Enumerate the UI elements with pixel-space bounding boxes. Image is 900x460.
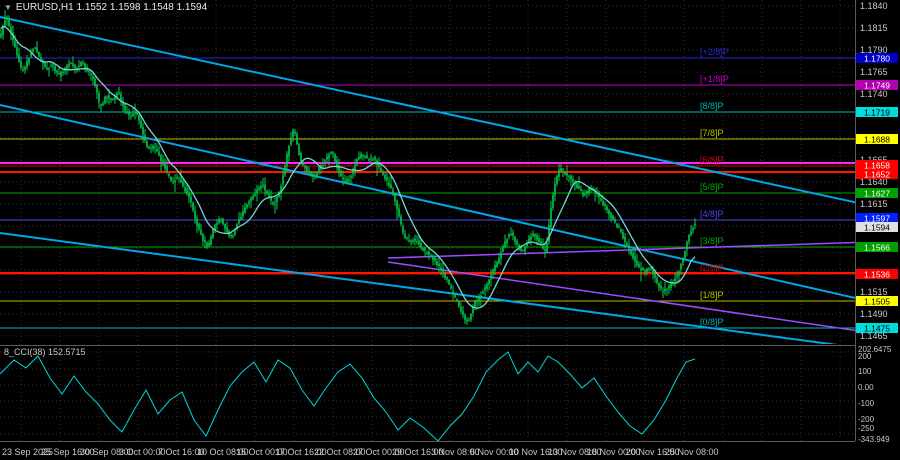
trend-line[interactable] [387, 261, 900, 337]
price-axis-label: 1.1640 [860, 177, 888, 187]
time-axis-label: 20 Nov 16:00 [626, 447, 680, 457]
cci-axis-label: 100 [858, 367, 872, 376]
price-level-badge-text: 1.1505 [864, 297, 890, 307]
time-axis-label: 13 Nov 08:00 [548, 447, 602, 457]
price-axis[interactable]: 1.18401.18151.17901.17651.17401.16651.16… [855, 0, 900, 460]
price-axis-label: 1.1815 [860, 23, 888, 33]
time-axis-label: 29 Oct 16:00 [392, 447, 444, 457]
cci-axis-label: -343.949 [858, 435, 890, 444]
murrey-level-label: [7/8]P [700, 128, 724, 138]
indicator-label-text: 8_CCI(38) 152.5715 [4, 347, 86, 357]
time-axis-label: 3 Nov 08:00 [431, 447, 480, 457]
price-level-badge-text: 1.1780 [864, 54, 890, 64]
time-axis-label: 10 Nov 16:00 [509, 447, 563, 457]
murrey-level-label: [+1/8]P [700, 74, 729, 84]
price-level-badge [856, 134, 898, 144]
price-axis-label: 1.1615 [860, 199, 888, 209]
trend-line[interactable] [0, 104, 900, 308]
time-axis-label: 18 Nov 00:00 [587, 447, 641, 457]
price-level-badge-text: 1.1719 [864, 108, 890, 118]
time-axis-label: 7 Oct 16:00 [158, 447, 205, 457]
murrey-level-label: [2/8]P [700, 263, 724, 273]
murrey-labels-layer: [+2/8]P [+1/8]P [8/8]P [7/8]P [6/8]P [5/8]P [4… [700, 47, 729, 327]
time-axis-label: 10 Oct 08:00 [197, 447, 249, 457]
price-level-badge [856, 107, 898, 117]
murrey-lines-layer [0, 57, 855, 329]
moving-average-line [0, 25, 696, 309]
price-level-badge [856, 169, 898, 179]
price-level-badge [856, 269, 898, 279]
price-level-badge [856, 213, 898, 223]
price-axis-label: 1.1790 [860, 45, 888, 55]
price-level-badge-text: 1.1475 [864, 324, 890, 334]
chart-title-text: EURUSD,H1 1.1552 1.1598 1.1548 1.1594 [15, 2, 208, 13]
price-level-badge-text: 1.1658 [864, 161, 890, 171]
murrey-level-label: [6/8]P [700, 155, 724, 165]
price-axis-label: 1.1840 [860, 1, 888, 11]
trend-line[interactable] [0, 16, 900, 212]
time-axis-label: 22 Oct 08:00 [314, 447, 366, 457]
price-level-badge-text: 1.1594 [864, 223, 890, 233]
murrey-level-label: [+2/8]P [700, 47, 729, 57]
cci-indicator-pane[interactable] [0, 351, 696, 441]
cci-axis-label: 0.00 [858, 383, 874, 392]
kijun-sen-line [0, 25, 696, 309]
price-level-badge [856, 188, 898, 198]
price-level-badge [856, 222, 898, 232]
price-level-badge-text: 1.1597 [864, 214, 890, 224]
murrey-level-label: [0/8]P [700, 317, 724, 327]
time-axis-label: 15 Oct 00:00 [236, 447, 288, 457]
time-axis-label: 17 Oct 16:00 [275, 447, 327, 457]
murrey-level-label: [5/8]P [700, 182, 724, 192]
time-axis-label: 23 Sep 2025 [2, 447, 53, 457]
trend-line[interactable] [0, 232, 845, 346]
trend-line[interactable] [387, 241, 900, 259]
candles-layer [0, 10, 696, 325]
time-axis-label: 6 Nov 00:00 [470, 447, 519, 457]
price-level-badge [856, 323, 898, 333]
murrey-level-label: [1/8]P [700, 290, 724, 300]
price-level-badge-text: 1.1749 [864, 81, 890, 91]
murrey-level-label: [3/8]P [700, 236, 724, 246]
time-axis-label: 27 Oct 00:00 [353, 447, 405, 457]
price-axis-label: 1.1765 [860, 67, 888, 77]
price-level-badge [856, 242, 898, 252]
cci-axis-label: 202.6475 [858, 345, 892, 354]
price-axis-label: 1.1515 [860, 287, 888, 297]
murrey-level-label: [4/8]P [700, 209, 724, 219]
price-level-badge [856, 80, 898, 90]
time-axis-label: 25 Nov 08:00 [665, 447, 719, 457]
pane-separators[interactable] [0, 345, 900, 442]
price-axis-label: 1.1490 [860, 309, 888, 319]
cci-axis-label: -100 [858, 399, 875, 408]
price-level-badge-text: 1.1627 [864, 189, 890, 199]
price-level-badge [856, 53, 898, 63]
price-level-badge [856, 160, 898, 170]
price-level-badge-text: 1.1566 [864, 243, 890, 253]
time-axis-label: 3 Oct 00:00 [119, 447, 166, 457]
chart-menu-triangle-icon[interactable]: ▼ [4, 3, 12, 12]
cci-line [0, 351, 696, 441]
cci-axis-label: 200 [858, 352, 872, 361]
price-axis-label: 1.1740 [860, 89, 888, 99]
murrey-level-label: [8/8]P [700, 101, 724, 111]
price-level-badge-text: 1.1688 [864, 135, 890, 145]
cci-axis-label: -250 [858, 424, 875, 433]
trendlines-layer[interactable] [0, 16, 900, 346]
time-axis-label: 30 Sep 08:00 [80, 447, 134, 457]
time-axis-label: 25 Sep 16:00 [41, 447, 95, 457]
chart-title: ▼ EURUSD,H1 1.1552 1.1598 1.1548 1.1594 [4, 2, 207, 13]
price-axis-label: 1.1465 [860, 331, 888, 341]
price-level-badge [856, 296, 898, 306]
price-level-badge-text: 1.1652 [864, 170, 890, 180]
cci-axis-label: -200 [858, 415, 875, 424]
indicator-label: 8_CCI(38) 152.5715 [4, 347, 86, 357]
price-level-badge-text: 1.1536 [864, 270, 890, 280]
